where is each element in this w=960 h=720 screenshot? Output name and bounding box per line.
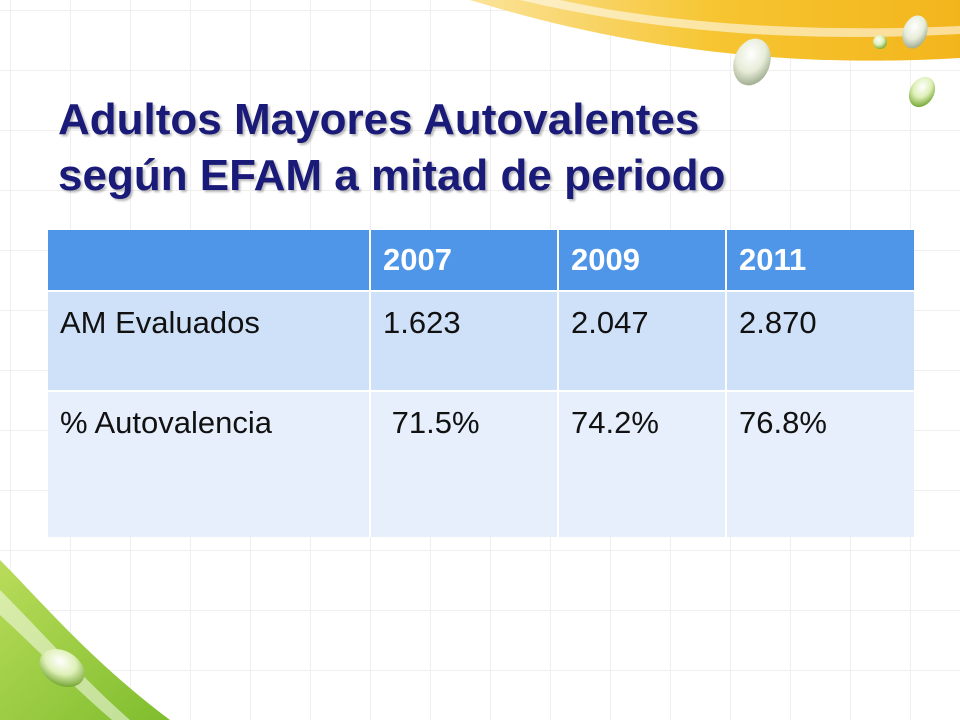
table-header-cell: 2011 [739, 242, 807, 277]
table-cell: 2.870 [739, 305, 817, 340]
slide-title-line-1: Adultos Mayores Autovalentes [58, 95, 700, 144]
table-header-cell: 2007 [370, 230, 559, 291]
water-drops-top [733, 15, 936, 108]
table-cell: 74.2% [558, 391, 727, 537]
table-cell-label: % Autovalencia [48, 391, 371, 537]
table-header-row: 2007 2009 2011 [48, 230, 914, 291]
table-cell-label: AM Evaluados [48, 291, 371, 391]
table-cell: 1.623 [370, 291, 559, 391]
table-row: AM Evaluados 1.623 2.047 2.870 [48, 291, 914, 391]
slide-title: Adultos Mayores Autovalentes según EFAM … [58, 92, 938, 204]
green-swoosh-shape [0, 560, 170, 720]
water-drop-bottom [39, 649, 85, 687]
table-cell: 71.5% [370, 391, 559, 537]
table-header-cell [48, 230, 371, 291]
data-table: 2007 2009 2011 AM Evaluados 1.623 2.047 … [48, 230, 914, 537]
table-header-cell: 2009 [558, 230, 727, 291]
table-cell: 2.047 [558, 291, 727, 391]
table-cell: 76.8% [739, 405, 827, 440]
slide-title-line-2: según EFAM a mitad de periodo [58, 151, 726, 200]
table-row: % Autovalencia 71.5% 74.2% 76.8% [48, 391, 914, 537]
